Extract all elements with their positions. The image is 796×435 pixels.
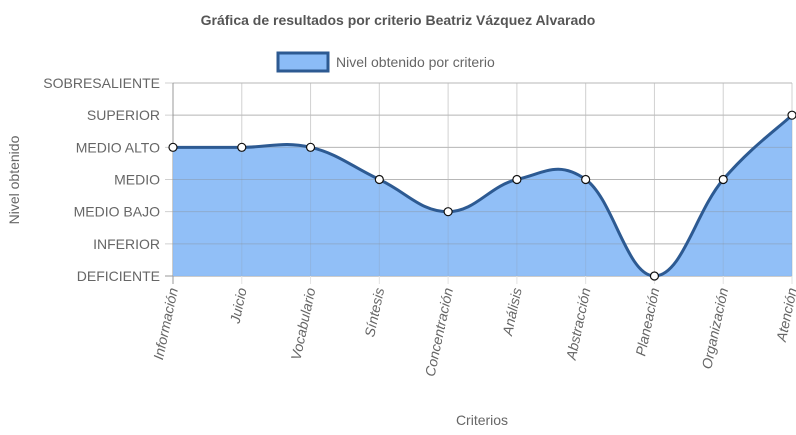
x-tick-label: Organización bbox=[698, 286, 731, 370]
data-point[interactable] bbox=[787, 110, 796, 120]
y-tick-label: SUPERIOR bbox=[87, 107, 160, 123]
y-tick-label: INFERIOR bbox=[93, 236, 160, 252]
y-tick-label: MEDIO bbox=[114, 172, 160, 188]
y-tick-label: MEDIO BAJO bbox=[74, 204, 160, 220]
series-line bbox=[173, 114, 794, 278]
series-area bbox=[173, 115, 792, 277]
x-tick-label: Planeación bbox=[632, 286, 662, 357]
x-tick-label: Información bbox=[150, 286, 181, 361]
data-point[interactable] bbox=[581, 174, 591, 185]
y-axis-ticks: DEFICIENTE INFERIOR MEDIO BAJO MEDIO MEDIO A… bbox=[43, 75, 160, 284]
y-tick-label: MEDIO ALTO bbox=[76, 139, 160, 155]
data-point[interactable] bbox=[512, 174, 522, 185]
y-axis-title: Nivel obtenido bbox=[6, 135, 22, 224]
y-tick-label: DEFICIENTE bbox=[77, 268, 160, 284]
data-points[interactable] bbox=[168, 110, 796, 281]
data-point[interactable] bbox=[718, 174, 728, 185]
x-axis-ticks: Información Juicio Vocabulario Síntesis Conc… bbox=[150, 286, 796, 378]
data-point[interactable] bbox=[374, 174, 384, 185]
x-tick-label: Vocabulario bbox=[288, 286, 319, 361]
legend[interactable]: Nivel obtenido por criterio bbox=[276, 51, 495, 73]
legend-label[interactable]: Nivel obtenido por criterio bbox=[336, 54, 495, 70]
x-axis-title: Criterios bbox=[456, 412, 508, 428]
data-point[interactable] bbox=[443, 207, 453, 217]
x-tick-label: Juicio bbox=[226, 286, 249, 326]
x-tick-label: Atención bbox=[773, 286, 796, 344]
x-tick-label: Concentración bbox=[422, 286, 456, 378]
data-point[interactable] bbox=[168, 142, 178, 152]
data-point[interactable] bbox=[649, 271, 660, 281]
legend-swatch[interactable] bbox=[276, 51, 330, 73]
x-tick-label: Abstracción bbox=[563, 286, 594, 362]
x-tick-label: Síntesis bbox=[361, 286, 387, 338]
chart-title: Gráfica de resultados por criterio Beatr… bbox=[201, 12, 596, 28]
y-tick-label: SOBRESALIENTE bbox=[43, 75, 160, 91]
data-point[interactable] bbox=[237, 142, 247, 152]
data-point[interactable] bbox=[305, 142, 316, 152]
x-tick-label: Análisis bbox=[499, 286, 525, 338]
